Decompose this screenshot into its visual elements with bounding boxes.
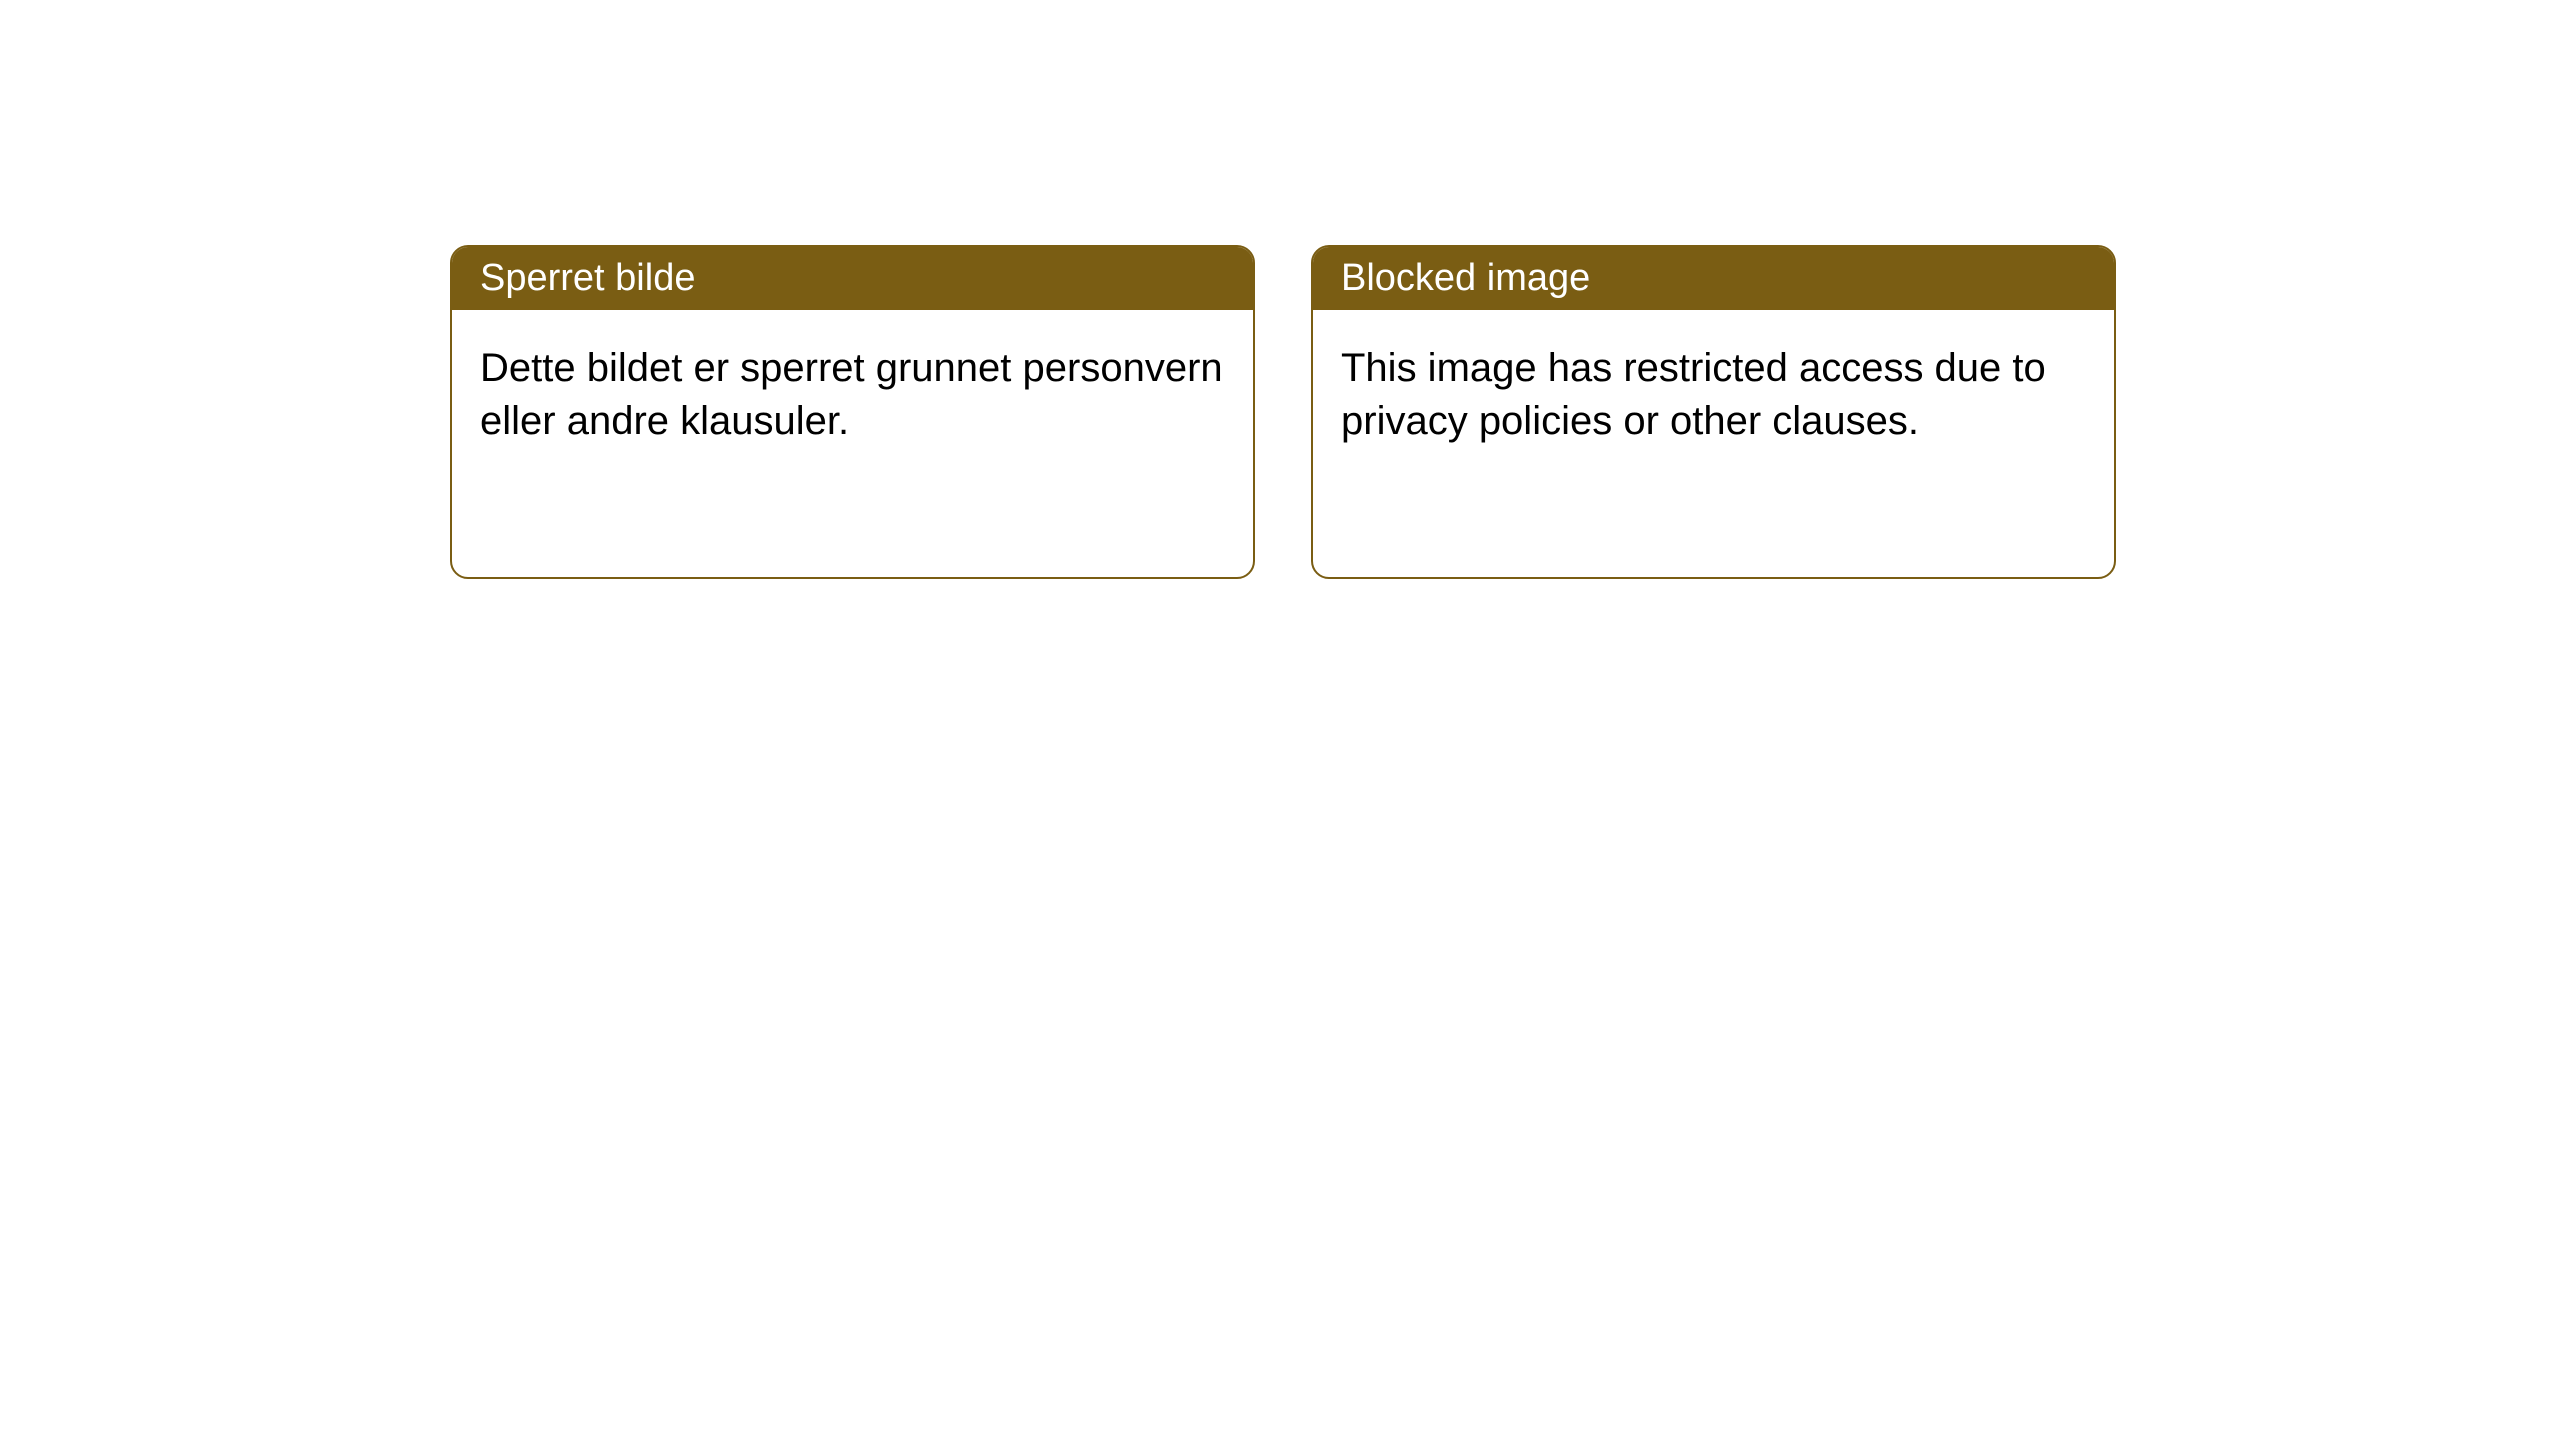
notice-body-norwegian: Dette bildet er sperret grunnet personve… bbox=[452, 310, 1253, 480]
notice-container: Sperret bilde Dette bildet er sperret gr… bbox=[0, 0, 2560, 579]
notice-title-english: Blocked image bbox=[1313, 247, 2114, 310]
notice-card-norwegian: Sperret bilde Dette bildet er sperret gr… bbox=[450, 245, 1255, 579]
notice-title-norwegian: Sperret bilde bbox=[452, 247, 1253, 310]
notice-card-english: Blocked image This image has restricted … bbox=[1311, 245, 2116, 579]
notice-body-english: This image has restricted access due to … bbox=[1313, 310, 2114, 480]
